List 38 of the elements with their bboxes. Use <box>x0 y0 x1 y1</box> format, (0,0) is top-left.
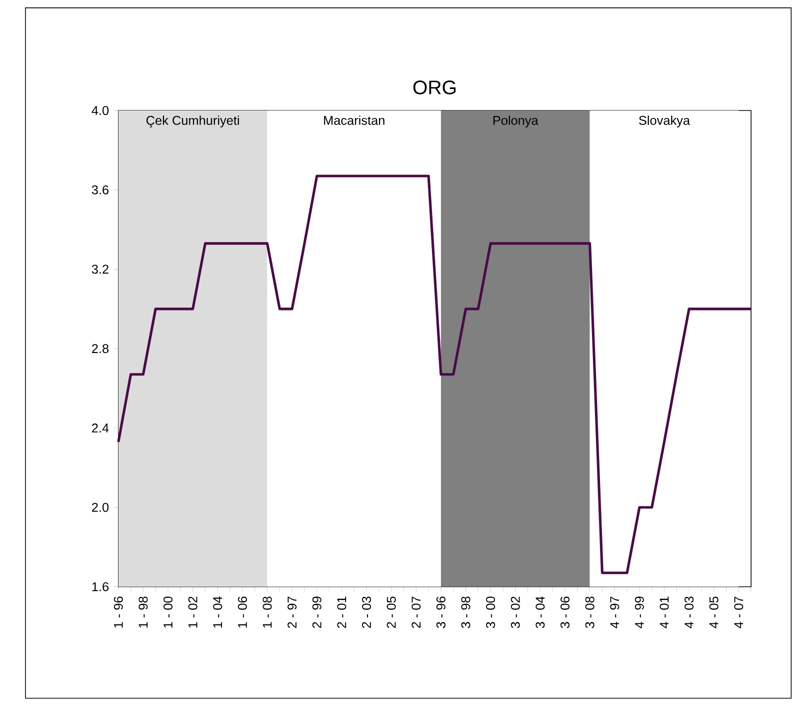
x-tick-label: 4 - 97 <box>610 596 620 628</box>
x-tick-label: 1 - 96 <box>114 596 123 628</box>
x-tick-label: 1 - 00 <box>164 596 173 628</box>
x-tick-label: 3 - 08 <box>585 596 594 628</box>
x-tick-label: 4 - 03 <box>684 596 694 628</box>
x-tick-label: 2 - 01 <box>337 596 346 628</box>
x-tick-label: 2 - 03 <box>362 596 372 628</box>
x-tick-label: 4 - 01 <box>660 596 669 628</box>
x-tick-label: 4 - 07 <box>734 596 744 628</box>
x-tick-label: 2 - 07 <box>412 596 421 628</box>
y-tick-label: 2.0 <box>92 502 109 512</box>
band-label: Polonya <box>493 116 538 128</box>
chart-title: ORG <box>413 80 456 94</box>
x-tick-label: 3 - 00 <box>486 596 496 628</box>
x-tick-label: 1 - 08 <box>262 596 272 628</box>
y-tick-label: 3.6 <box>92 185 109 194</box>
x-tick-label: 3 - 02 <box>510 596 520 628</box>
x-tick-label: 2 - 05 <box>386 596 396 628</box>
y-tick-label: 2.8 <box>92 344 109 354</box>
x-tick-label: 3 - 98 <box>461 596 470 628</box>
x-tick-label: 1 - 04 <box>213 596 222 628</box>
x-tick-label: 1 - 98 <box>138 596 148 628</box>
x-tick-label: 3 - 06 <box>560 596 570 628</box>
x-tick-label: 2 - 97 <box>288 596 297 628</box>
y-tick-label: 2.4 <box>92 424 109 432</box>
x-tick-label: 1 - 06 <box>238 596 247 628</box>
x-tick-label: 3 - 04 <box>536 596 545 628</box>
x-tick-label: 4 - 99 <box>634 596 644 628</box>
y-tick-label: 1.6 <box>92 582 109 592</box>
x-tick-label: 3 - 96 <box>436 596 446 628</box>
band-label: Slovakya <box>639 116 690 128</box>
y-tick-label: 3.2 <box>92 264 108 274</box>
x-tick-label: 1 - 02 <box>188 596 198 628</box>
band-label: Macaristan <box>324 116 384 125</box>
y-tick-label: 4.0 <box>92 106 109 115</box>
x-tick-label: 2 - 99 <box>312 596 322 628</box>
band-label: Çek Cumhuriyeti <box>146 116 239 128</box>
x-tick-label: 4 - 05 <box>709 596 718 628</box>
